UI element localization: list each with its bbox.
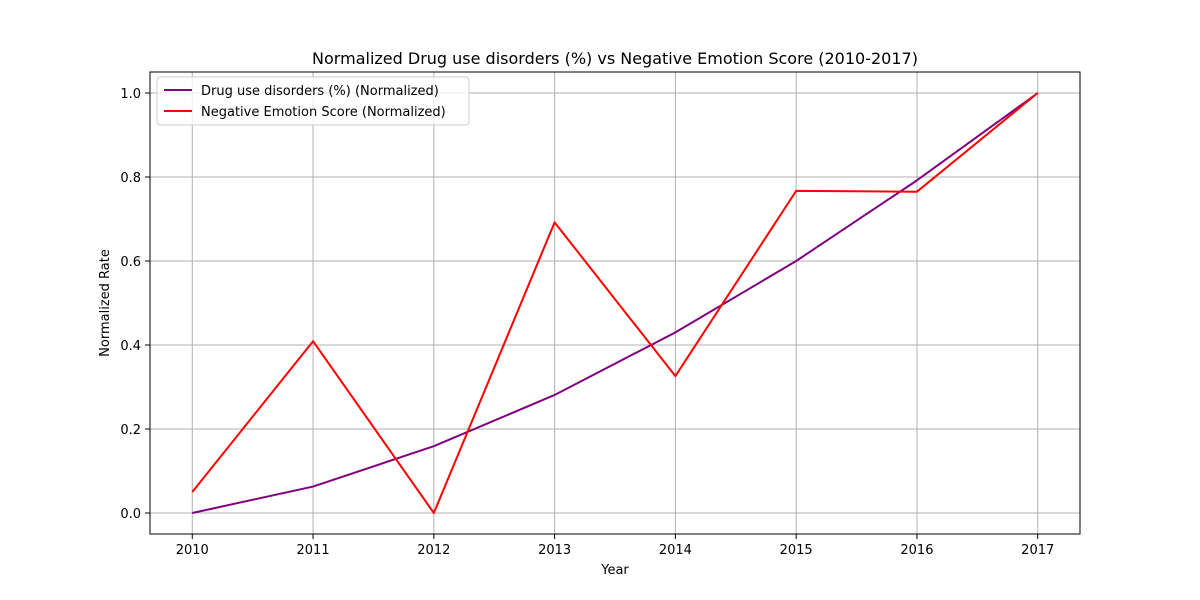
y-axis-title: Normalized Rate bbox=[98, 249, 113, 357]
legend-label-negative-emotion: Negative Emotion Score (Normalized) bbox=[201, 105, 446, 120]
x-tick-label: 2012 bbox=[417, 543, 450, 558]
y-tick-label: 0.2 bbox=[120, 423, 141, 438]
plot-area-frame bbox=[149, 71, 1081, 535]
legend-label-drug-use: Drug use disorders (%) (Normalized) bbox=[201, 84, 439, 99]
legend-box bbox=[156, 76, 470, 126]
y-tick-label: 0.6 bbox=[120, 255, 141, 270]
x-tick-label: 2016 bbox=[900, 543, 933, 558]
series-line-drug-use bbox=[192, 92, 1039, 514]
chart-title: Normalized Drug use disorders (%) vs Neg… bbox=[312, 49, 918, 68]
grid-lines bbox=[150, 72, 1080, 534]
x-tick-label: 2014 bbox=[659, 543, 692, 558]
legend: Drug use disorders (%) (Normalized) Nega… bbox=[156, 76, 470, 126]
x-axis-title: Year bbox=[600, 563, 629, 578]
series-line-negative-emotion bbox=[191, 92, 1039, 514]
series-lines bbox=[191, 92, 1039, 514]
y-axis: 0.0 0.2 0.4 0.6 0.8 1.0 bbox=[120, 87, 150, 522]
y-tick-label: 0.4 bbox=[120, 339, 141, 354]
y-tick-label: 0.8 bbox=[120, 171, 141, 186]
y-tick-label: 0.0 bbox=[120, 507, 141, 522]
x-tick-label: 2013 bbox=[538, 543, 571, 558]
x-axis: 2010 2011 2012 2013 2014 2015 2016 2017 bbox=[176, 534, 1054, 558]
x-tick-label: 2010 bbox=[176, 543, 209, 558]
x-tick-label: 2015 bbox=[780, 543, 813, 558]
x-tick-label: 2017 bbox=[1021, 543, 1054, 558]
x-tick-label: 2011 bbox=[297, 543, 330, 558]
y-tick-label: 1.0 bbox=[120, 87, 141, 102]
